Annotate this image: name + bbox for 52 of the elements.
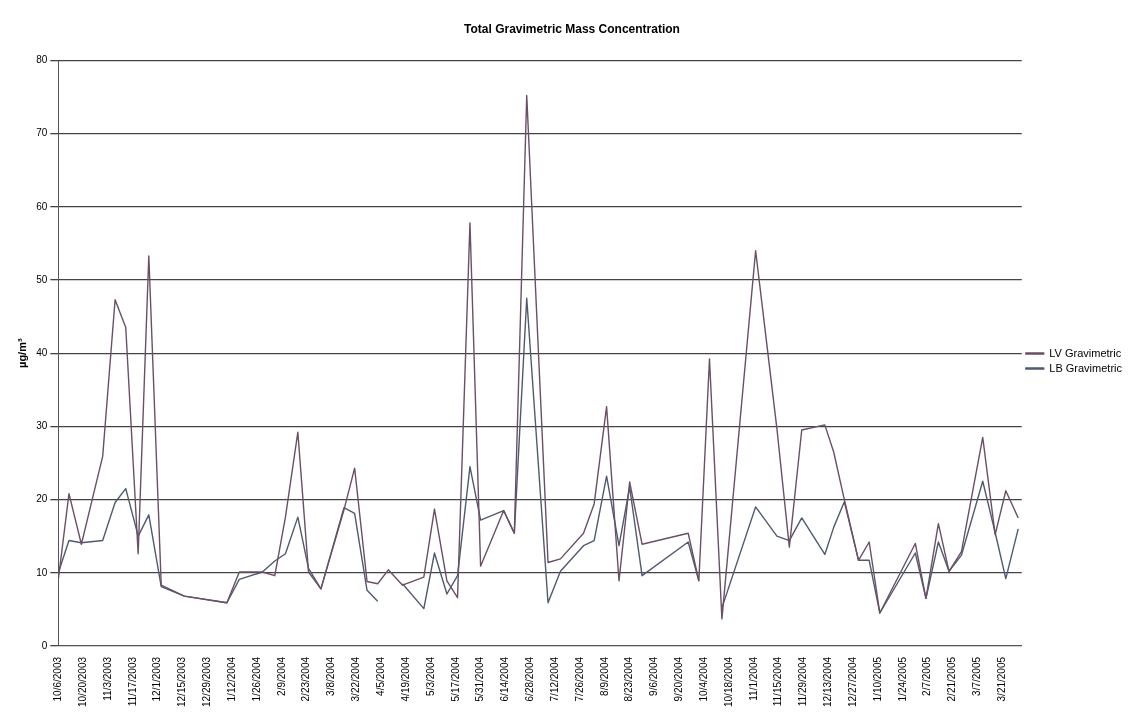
x-tick-label: 1/10/2005 xyxy=(871,656,883,702)
x-tick-label: 11/15/2004 xyxy=(772,656,784,707)
x-tick-label: 10/6/2003 xyxy=(52,656,64,702)
x-tick-label: 12/27/2004 xyxy=(846,656,858,708)
x-tick-label: 8/23/2004 xyxy=(623,656,635,702)
y-tick-label: 0 xyxy=(41,639,48,651)
x-tick-label: 11/1/2004 xyxy=(747,656,759,701)
x-tick-label: 7/12/2004 xyxy=(548,656,560,702)
y-tick-label: 40 xyxy=(36,346,48,358)
x-tick-label: 12/1/2003 xyxy=(151,656,163,702)
x-tick-label: 10/4/2004 xyxy=(697,656,709,702)
x-tick-label: 1/26/2004 xyxy=(250,656,262,702)
x-tick-label: 3/8/2004 xyxy=(325,656,337,696)
legend-label: LB Gravimetric xyxy=(1049,361,1123,374)
x-tick-label: 12/29/2003 xyxy=(201,656,213,708)
x-tick-label: 4/5/2004 xyxy=(374,656,386,696)
x-tick-label: 2/7/2005 xyxy=(921,656,933,696)
x-tick-label: 4/19/2004 xyxy=(399,656,411,702)
x-tick-label: 11/17/2003 xyxy=(126,656,138,707)
chart-title: Total Gravimetric Mass Concentration xyxy=(464,21,680,36)
x-tick-label: 11/3/2003 xyxy=(101,656,113,701)
y-tick-label: 20 xyxy=(36,493,48,505)
y-tick-label: 10 xyxy=(36,566,48,578)
y-tick-label: 50 xyxy=(36,273,48,285)
y-tick-label: 30 xyxy=(36,420,48,432)
x-tick-label: 2/9/2004 xyxy=(275,656,287,696)
x-tick-label: 7/26/2004 xyxy=(573,656,585,702)
y-axis-title: µg/m³ xyxy=(15,338,28,368)
x-tick-label: 5/17/2004 xyxy=(449,656,461,702)
x-tick-label: 3/21/2005 xyxy=(996,656,1007,702)
x-tick-label: 6/28/2004 xyxy=(524,656,536,702)
x-tick-label: 1/12/2004 xyxy=(225,656,237,702)
x-tick-label: 2/23/2004 xyxy=(300,656,312,702)
x-tick-label: 12/15/2003 xyxy=(176,656,188,708)
x-tick-label: 9/6/2004 xyxy=(648,656,660,696)
y-tick-label: 60 xyxy=(36,200,48,212)
y-tick-label: 80 xyxy=(36,54,48,66)
x-tick-label: 12/13/2004 xyxy=(822,656,834,708)
x-tick-label: 9/20/2004 xyxy=(673,656,685,702)
x-tick-label: 6/14/2004 xyxy=(499,656,511,702)
x-tick-label: 3/7/2005 xyxy=(971,656,983,696)
y-tick-label: 70 xyxy=(36,127,48,139)
x-tick-label: 11/29/2004 xyxy=(797,656,809,707)
x-tick-label: 5/31/2004 xyxy=(474,656,486,702)
x-tick-label: 1/24/2005 xyxy=(896,656,908,702)
legend-label: LV Gravimetric xyxy=(1049,346,1122,359)
x-tick-label: 3/22/2004 xyxy=(350,656,362,702)
x-tick-label: 10/20/2003 xyxy=(76,656,88,708)
x-tick-label: 10/18/2004 xyxy=(722,656,734,708)
x-tick-label: 2/21/2005 xyxy=(946,656,958,702)
x-tick-label: 5/3/2004 xyxy=(424,656,436,696)
x-tick-label: 8/9/2004 xyxy=(598,656,610,696)
